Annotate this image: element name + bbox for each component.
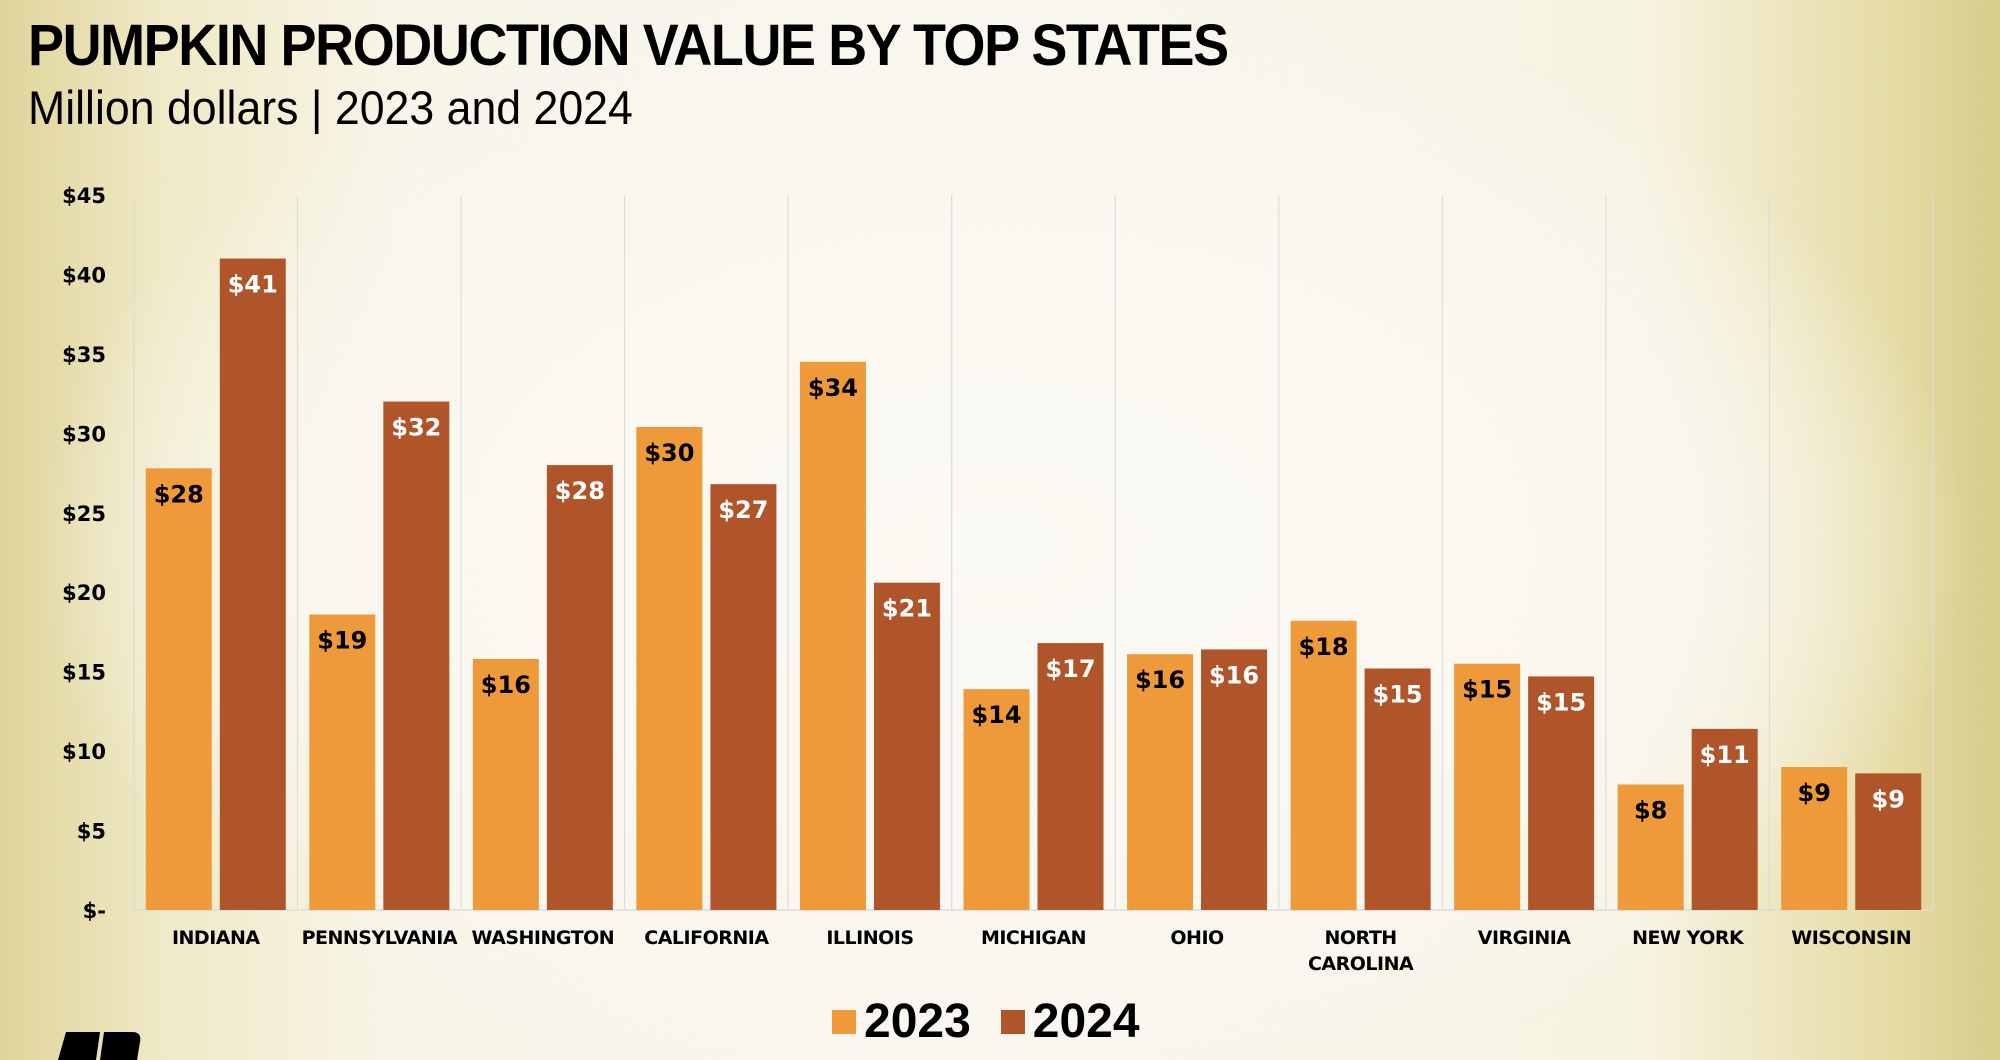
bar-2023-california[interactable] [636,426,703,910]
bar-2024-wisconsin[interactable] [1855,773,1922,910]
bar-2024-washington[interactable] [546,465,613,910]
bar-2024-pennsylvania[interactable] [383,401,450,910]
bar-2024-michigan[interactable] [1037,643,1104,910]
legend-item-2023[interactable]: 2023 [832,996,971,1048]
chart-subtitle: Million dollars | 2023 and 2024 [28,81,633,134]
bars [145,258,1922,910]
data-label: $9 [1798,779,1831,807]
x-tick-label: VIRGINIA [1478,927,1572,949]
legend-label-2023: 2023 [864,995,971,1048]
legend-swatch-2023 [832,1010,856,1034]
x-tick-label: INDIANA [172,927,260,949]
bar-2023-wisconsin[interactable] [1781,767,1848,910]
data-label: $15 [1373,680,1423,708]
bar-2023-indiana[interactable] [145,468,212,910]
y-tick-label: $10 [62,740,106,764]
data-label: $16 [1135,666,1185,694]
data-label: $17 [1045,655,1095,683]
data-label: $19 [317,626,367,654]
x-tick-label: ILLINOIS [826,927,913,949]
bar-2023-illinois[interactable] [799,361,866,910]
y-tick-label: $40 [62,263,106,287]
bar-2023-north-carolina[interactable] [1290,620,1357,910]
data-label: $41 [228,271,278,299]
bar-2024-ohio[interactable] [1201,649,1268,910]
y-tick-label: $30 [62,422,106,446]
data-label: $34 [808,374,858,402]
bar-2023-ohio[interactable] [1127,654,1194,910]
data-label: $28 [154,480,204,508]
data-label: $16 [481,671,531,699]
y-tick-label: $15 [62,661,106,685]
data-label: $14 [971,701,1021,729]
data-label: $30 [644,439,694,467]
bar-2024-indiana[interactable] [219,258,286,910]
data-label: $11 [1700,741,1750,769]
y-tick-label: $20 [62,581,106,605]
y-tick-label: $35 [62,343,106,367]
bar-2023-virginia[interactable] [1454,663,1521,910]
bar-2024-new-york[interactable] [1691,728,1758,910]
legend-swatch-2024 [1000,1010,1025,1034]
y-axis: $- $5 $10 $15 $20 $25 $30 $35 $40 $45 [62,184,106,923]
x-tick-label: NORTH [1324,927,1396,949]
data-label: $15 [1462,676,1512,704]
bar-2024-north-carolina[interactable] [1364,668,1431,910]
data-label: $27 [718,496,768,524]
x-tick-label: MICHIGAN [981,927,1086,949]
bar-2024-california[interactable] [710,484,777,910]
bar-2023-michigan[interactable] [963,689,1030,910]
x-tick-label: WASHINGTON [472,927,615,949]
data-label: $21 [882,595,932,623]
x-tick-label: CAROLINA [1308,953,1414,975]
bar-2023-pennsylvania[interactable] [309,614,376,910]
bar-2023-new-york[interactable] [1617,784,1684,910]
data-labels: $28 $19 $16 $30 $34 $14 $16 $18 $15 $8 $9 $41 $32 $28… [154,271,1905,825]
data-label: $18 [1299,633,1349,661]
y-tick-label: $- [83,899,106,923]
bar-2023-washington[interactable] [472,658,539,910]
brand-logo-icon [58,1032,141,1060]
data-label: $16 [1209,661,1259,689]
data-label: $32 [391,414,441,442]
data-label: $28 [555,477,605,505]
legend: 2023 2024 [832,996,1140,1048]
bar-2024-illinois[interactable] [873,582,940,910]
bar-2024-virginia[interactable] [1528,676,1595,910]
y-tick-label: $5 [77,820,106,844]
data-label: $9 [1872,785,1905,813]
x-tick-label: OHIO [1170,927,1224,949]
chart-title: PUMPKIN PRODUCTION VALUE BY TOP STATES [28,13,1229,78]
data-label: $15 [1536,688,1586,716]
x-tick-label: NEW YORK [1632,927,1745,949]
y-tick-label: $25 [62,502,106,526]
x-axis: INDIANA PENNSYLVANIA WASHINGTON CALIFORNIA I… [172,927,1912,975]
y-tick-label: $45 [62,184,106,208]
x-tick-label: CALIFORNIA [644,927,769,949]
x-tick-label: WISCONSIN [1791,927,1911,949]
legend-label-2024: 2024 [1032,995,1140,1048]
x-tick-label: PENNSYLVANIA [302,927,458,949]
legend-item-2024[interactable]: 2024 [1000,995,1140,1048]
data-label: $8 [1634,796,1667,824]
